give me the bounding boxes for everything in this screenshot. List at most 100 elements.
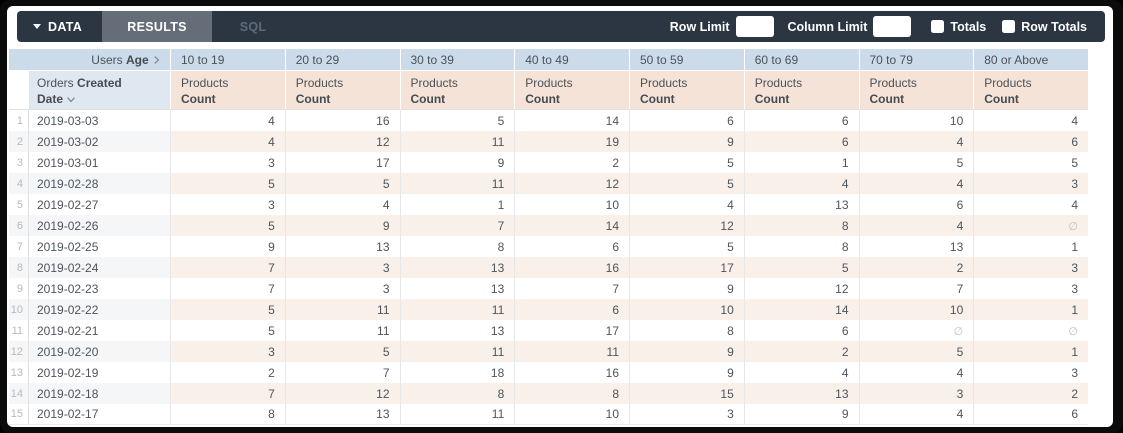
value-cell[interactable]: 8 bbox=[514, 383, 629, 404]
value-cell[interactable]: 11 bbox=[399, 131, 515, 152]
value-cell[interactable]: 10 bbox=[514, 194, 629, 215]
value-cell[interactable]: 6 bbox=[743, 110, 859, 131]
value-cell[interactable]: 3 bbox=[973, 278, 1088, 299]
value-cell[interactable]: 7 bbox=[514, 278, 629, 299]
value-cell[interactable]: 10 bbox=[858, 110, 974, 131]
value-cell[interactable]: 14 bbox=[514, 110, 629, 131]
value-cell[interactable]: 1 bbox=[973, 299, 1088, 320]
value-cell[interactable]: 15 bbox=[629, 383, 744, 404]
value-cell[interactable]: 5 bbox=[973, 152, 1088, 173]
measure-header[interactable]: Products Count bbox=[514, 71, 629, 110]
value-cell[interactable]: 7 bbox=[170, 257, 285, 278]
value-cell[interactable]: 13 bbox=[399, 320, 515, 341]
value-cell[interactable]: 7 bbox=[284, 362, 400, 383]
value-cell[interactable]: 16 bbox=[284, 110, 400, 131]
value-cell[interactable]: 3 bbox=[170, 194, 285, 215]
value-cell[interactable]: 3 bbox=[284, 278, 400, 299]
tab-results[interactable]: RESULTS bbox=[102, 11, 213, 42]
value-cell[interactable]: 4 bbox=[858, 131, 974, 152]
value-cell[interactable]: 4 bbox=[858, 173, 974, 194]
value-cell[interactable]: 5 bbox=[629, 236, 744, 257]
value-cell[interactable]: 4 bbox=[858, 362, 974, 383]
value-cell[interactable]: 2 bbox=[743, 341, 859, 362]
date-cell[interactable]: 2019-03-01 bbox=[37, 155, 99, 170]
value-cell[interactable]: 5 bbox=[284, 173, 400, 194]
value-cell[interactable]: 8 bbox=[629, 320, 744, 341]
value-cell[interactable]: 11 bbox=[399, 173, 515, 194]
value-cell[interactable]: 6 bbox=[858, 194, 974, 215]
value-cell[interactable]: 13 bbox=[399, 278, 515, 299]
value-cell[interactable]: 6 bbox=[743, 320, 859, 341]
value-cell[interactable]: 8 bbox=[399, 383, 515, 404]
value-cell[interactable]: 6 bbox=[973, 131, 1088, 152]
value-cell[interactable]: 17 bbox=[284, 152, 400, 173]
value-cell[interactable]: 6 bbox=[514, 236, 629, 257]
value-cell[interactable]: 13 bbox=[284, 404, 400, 425]
value-cell[interactable]: 7 bbox=[170, 278, 285, 299]
value-cell[interactable]: 14 bbox=[514, 215, 629, 236]
value-cell[interactable]: 16 bbox=[514, 362, 629, 383]
value-cell[interactable]: 4 bbox=[973, 194, 1088, 215]
value-cell[interactable]: ∅ bbox=[973, 320, 1088, 341]
value-cell[interactable]: 5 bbox=[629, 152, 744, 173]
value-cell[interactable]: 1 bbox=[399, 194, 515, 215]
value-cell[interactable]: 17 bbox=[629, 257, 744, 278]
value-cell[interactable]: 19 bbox=[514, 131, 629, 152]
value-cell[interactable]: 4 bbox=[858, 404, 974, 425]
row-totals-checkbox[interactable] bbox=[1002, 20, 1016, 33]
date-cell[interactable]: 2019-02-25 bbox=[37, 239, 99, 254]
value-cell[interactable]: 3 bbox=[629, 404, 744, 425]
value-cell[interactable]: 11 bbox=[514, 341, 629, 362]
value-cell[interactable]: 13 bbox=[858, 236, 974, 257]
pivot-value-header[interactable]: 80 or Above bbox=[973, 49, 1088, 71]
value-cell[interactable]: 3 bbox=[973, 362, 1088, 383]
value-cell[interactable]: 5 bbox=[743, 257, 859, 278]
value-cell[interactable]: 16 bbox=[514, 257, 629, 278]
value-cell[interactable]: 11 bbox=[284, 320, 400, 341]
value-cell[interactable]: ∅ bbox=[858, 320, 974, 341]
pivot-value-header[interactable]: 70 to 79 bbox=[858, 49, 974, 71]
measure-header[interactable]: Products Count bbox=[973, 71, 1088, 110]
value-cell[interactable]: 4 bbox=[170, 131, 285, 152]
value-cell[interactable]: 5 bbox=[399, 110, 515, 131]
value-cell[interactable]: 8 bbox=[170, 404, 285, 425]
measure-header[interactable]: Products Count bbox=[399, 71, 515, 110]
date-cell[interactable]: 2019-02-19 bbox=[37, 365, 99, 380]
value-cell[interactable]: 9 bbox=[629, 341, 744, 362]
value-cell[interactable]: 17 bbox=[514, 320, 629, 341]
value-cell[interactable]: 10 bbox=[514, 404, 629, 425]
pivot-value-header[interactable]: 40 to 49 bbox=[514, 49, 629, 71]
value-cell[interactable]: 2 bbox=[973, 383, 1088, 404]
value-cell[interactable]: 6 bbox=[743, 131, 859, 152]
value-cell[interactable]: 10 bbox=[858, 299, 974, 320]
value-cell[interactable]: 2 bbox=[170, 362, 285, 383]
value-cell[interactable]: 1 bbox=[743, 152, 859, 173]
value-cell[interactable]: 5 bbox=[284, 341, 400, 362]
value-cell[interactable]: 5 bbox=[629, 173, 744, 194]
value-cell[interactable]: 4 bbox=[743, 362, 859, 383]
value-cell[interactable]: 6 bbox=[973, 404, 1088, 425]
date-cell[interactable]: 2019-03-03 bbox=[37, 113, 99, 128]
value-cell[interactable]: 7 bbox=[399, 215, 515, 236]
value-cell[interactable]: 18 bbox=[399, 362, 515, 383]
date-cell[interactable]: 2019-02-26 bbox=[29, 215, 170, 236]
value-cell[interactable]: 11 bbox=[399, 299, 515, 320]
value-cell[interactable]: 4 bbox=[858, 215, 974, 236]
value-cell[interactable]: 7 bbox=[170, 383, 285, 404]
value-cell[interactable]: 9 bbox=[170, 236, 285, 257]
value-cell[interactable]: 9 bbox=[629, 278, 744, 299]
value-cell[interactable]: 12 bbox=[514, 173, 629, 194]
value-cell[interactable]: 5 bbox=[170, 299, 285, 320]
value-cell[interactable]: 12 bbox=[743, 278, 859, 299]
value-cell[interactable]: 9 bbox=[743, 404, 859, 425]
value-cell[interactable]: 2 bbox=[858, 257, 974, 278]
pivot-value-header[interactable]: 60 to 69 bbox=[743, 49, 859, 71]
value-cell[interactable]: 9 bbox=[284, 215, 400, 236]
row-field-header[interactable]: Orders Created Date bbox=[29, 71, 170, 110]
value-cell[interactable]: 13 bbox=[284, 236, 400, 257]
value-cell[interactable]: 4 bbox=[284, 194, 400, 215]
value-cell[interactable]: 4 bbox=[629, 194, 744, 215]
value-cell[interactable]: 4 bbox=[743, 173, 859, 194]
column-limit-input[interactable] bbox=[873, 16, 912, 37]
date-cell[interactable]: 2019-02-27 bbox=[37, 197, 99, 212]
